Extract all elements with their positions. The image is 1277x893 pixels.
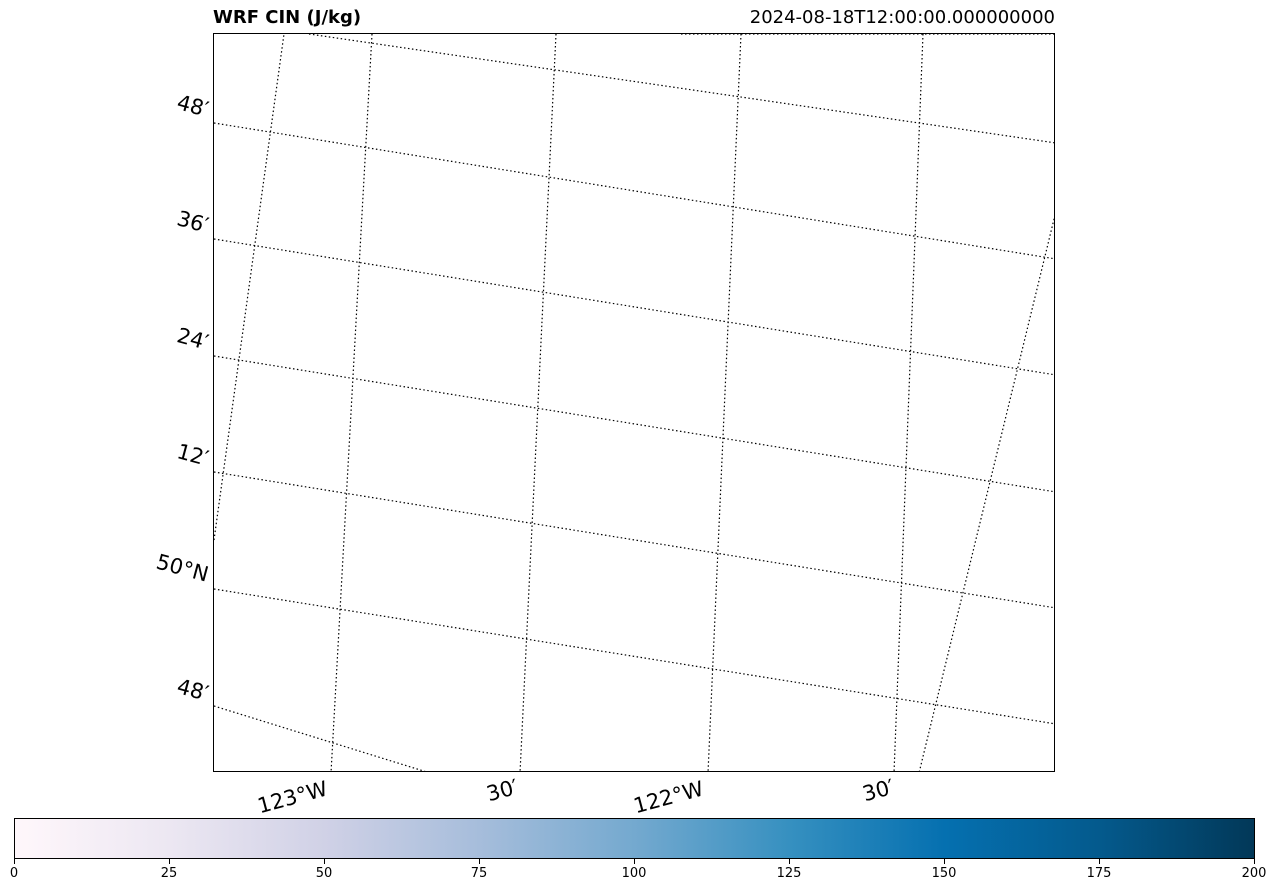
lat-label: 36′ xyxy=(174,206,212,238)
colorbar-tick-label: 25 xyxy=(160,866,178,881)
colorbar-tick-label: 50 xyxy=(315,866,333,881)
colorbar-tick-label: 125 xyxy=(776,866,802,881)
lon-line xyxy=(519,34,557,771)
map-valid-time: 2024-08-18T12:00:00.000000000 xyxy=(749,7,1055,28)
colorbar-tick-label: 175 xyxy=(1086,866,1112,881)
colorbar-tick-label: 150 xyxy=(931,866,957,881)
lon-label: 30′ xyxy=(484,774,521,807)
lat-line xyxy=(214,705,426,771)
map-title: WRF CIN (J/kg) xyxy=(213,7,362,28)
lon-label: 123°W xyxy=(255,776,331,819)
lat-line xyxy=(214,122,1054,260)
colorbar-tick xyxy=(14,859,15,864)
map-panel[interactable] xyxy=(213,33,1055,772)
lat-line xyxy=(214,355,1054,493)
colorbar-tick xyxy=(1254,859,1255,864)
lat-label: 48′ xyxy=(174,90,212,122)
lat-label: 48′ xyxy=(174,674,212,706)
lon-line xyxy=(918,216,1054,771)
colorbar-tick-label: 100 xyxy=(621,866,647,881)
lat-line xyxy=(214,471,1054,609)
colorbar-tick-label: 200 xyxy=(1241,866,1267,881)
lon-label: 122°W xyxy=(631,776,707,819)
colorbar-tick xyxy=(169,859,170,864)
colorbar-tick xyxy=(324,859,325,864)
lat-label: 12′ xyxy=(174,439,212,471)
lon-line xyxy=(893,34,924,771)
lon-label: 30′ xyxy=(860,774,897,807)
colorbar-tick xyxy=(634,859,635,864)
colorbar xyxy=(14,818,1255,859)
colorbar-tick xyxy=(944,859,945,864)
lat-line xyxy=(308,34,1054,144)
colorbar-tick xyxy=(789,859,790,864)
colorbar-tick xyxy=(479,859,480,864)
colorbar-tick xyxy=(1099,859,1100,864)
colorbar-tick-label: 75 xyxy=(470,866,488,881)
lon-line xyxy=(214,34,285,541)
lon-line xyxy=(330,34,373,771)
map-graticule xyxy=(214,34,1054,771)
colorbar-tick-label: 0 xyxy=(9,866,19,881)
lat-line xyxy=(214,238,1054,376)
lat-label: 24′ xyxy=(174,323,212,355)
lon-line xyxy=(707,34,742,771)
lat-label: 50°N xyxy=(153,549,212,587)
